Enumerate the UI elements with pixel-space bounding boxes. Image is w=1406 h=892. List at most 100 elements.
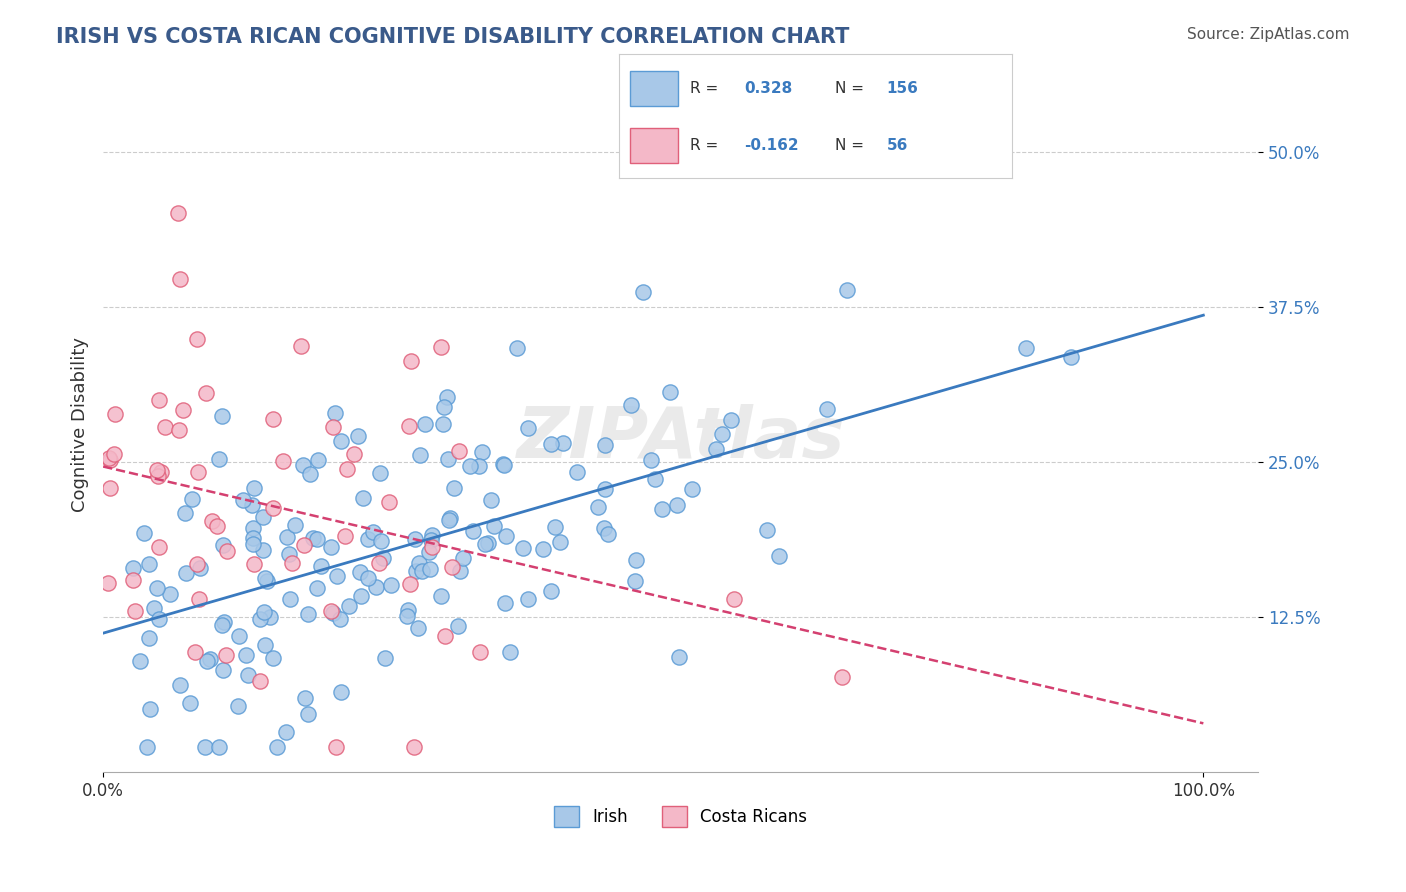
Point — [167, 206, 190, 220]
Point — [291, 458, 314, 472]
Point — [404, 532, 426, 546]
Point — [659, 384, 682, 399]
Point — [98, 450, 121, 465]
Point — [172, 403, 194, 417]
Point — [432, 417, 454, 431]
Point — [413, 417, 436, 431]
Point — [138, 557, 160, 571]
Point — [292, 537, 315, 551]
Point — [835, 283, 858, 297]
Point — [122, 574, 145, 588]
Point — [212, 615, 235, 629]
Point — [593, 521, 616, 535]
Point — [179, 696, 201, 710]
Point — [274, 725, 297, 739]
Point — [681, 482, 703, 496]
Point — [378, 494, 401, 508]
Point — [517, 420, 540, 434]
Point — [370, 467, 392, 481]
Point — [364, 580, 387, 594]
Point — [531, 541, 554, 556]
Point — [159, 586, 181, 600]
Point — [405, 564, 427, 578]
Point — [350, 590, 373, 604]
Point — [142, 601, 165, 615]
Point — [399, 576, 422, 591]
Point — [215, 543, 238, 558]
Point — [149, 466, 172, 480]
Point — [380, 578, 402, 592]
Point — [146, 581, 169, 595]
Text: 0.328: 0.328 — [745, 81, 793, 96]
Point — [305, 582, 328, 596]
Point — [506, 342, 529, 356]
Point — [309, 558, 332, 573]
Point — [399, 353, 422, 368]
Point — [471, 445, 494, 459]
Point — [138, 701, 160, 715]
Point — [668, 650, 690, 665]
Point — [254, 639, 277, 653]
Point — [398, 419, 420, 434]
Point — [433, 629, 456, 643]
Point — [492, 458, 515, 472]
Point — [477, 535, 499, 549]
Point — [337, 599, 360, 614]
Point — [198, 652, 221, 666]
Point — [281, 556, 304, 570]
Point — [463, 524, 485, 539]
Point — [357, 533, 380, 547]
Point — [329, 612, 352, 626]
Point — [436, 390, 458, 404]
Point — [263, 501, 285, 516]
Point — [321, 541, 343, 555]
Text: Source: ZipAtlas.com: Source: ZipAtlas.com — [1187, 27, 1350, 42]
Legend: Irish, Costa Ricans: Irish, Costa Ricans — [548, 799, 814, 833]
Point — [325, 740, 347, 755]
Point — [252, 543, 274, 558]
Point — [236, 668, 259, 682]
Point — [540, 584, 562, 599]
Point — [411, 564, 433, 578]
Point — [624, 553, 647, 567]
Point — [420, 540, 443, 554]
Point — [404, 740, 426, 755]
Point — [343, 446, 366, 460]
Point — [553, 435, 575, 450]
Point — [640, 452, 662, 467]
Point — [596, 526, 619, 541]
Point — [651, 501, 673, 516]
Text: IRISH VS COSTA RICAN COGNITIVE DISABILITY CORRELATION CHART: IRISH VS COSTA RICAN COGNITIVE DISABILIT… — [56, 27, 849, 46]
Point — [420, 528, 443, 542]
Point — [104, 407, 127, 421]
Point — [138, 631, 160, 645]
Point — [710, 427, 733, 442]
Point — [447, 444, 470, 458]
Point — [449, 564, 471, 578]
Point — [212, 664, 235, 678]
Point — [301, 531, 323, 545]
Point — [243, 481, 266, 495]
Point — [768, 549, 790, 564]
Point — [153, 420, 176, 434]
Point — [299, 467, 322, 481]
Point — [122, 561, 145, 575]
Point — [136, 740, 159, 755]
Point — [495, 528, 517, 542]
Point — [262, 411, 284, 425]
Point — [235, 648, 257, 662]
Point — [231, 492, 253, 507]
Point — [831, 670, 853, 684]
Point — [188, 561, 211, 575]
Point — [349, 565, 371, 579]
Point — [593, 438, 616, 452]
Point — [322, 606, 344, 620]
Point — [544, 520, 567, 534]
Text: R =: R = — [689, 81, 717, 96]
Point — [174, 506, 197, 520]
Text: -0.162: -0.162 — [745, 138, 799, 153]
Point — [132, 525, 155, 540]
Point — [368, 557, 391, 571]
Point — [430, 589, 453, 603]
Point — [256, 574, 278, 589]
